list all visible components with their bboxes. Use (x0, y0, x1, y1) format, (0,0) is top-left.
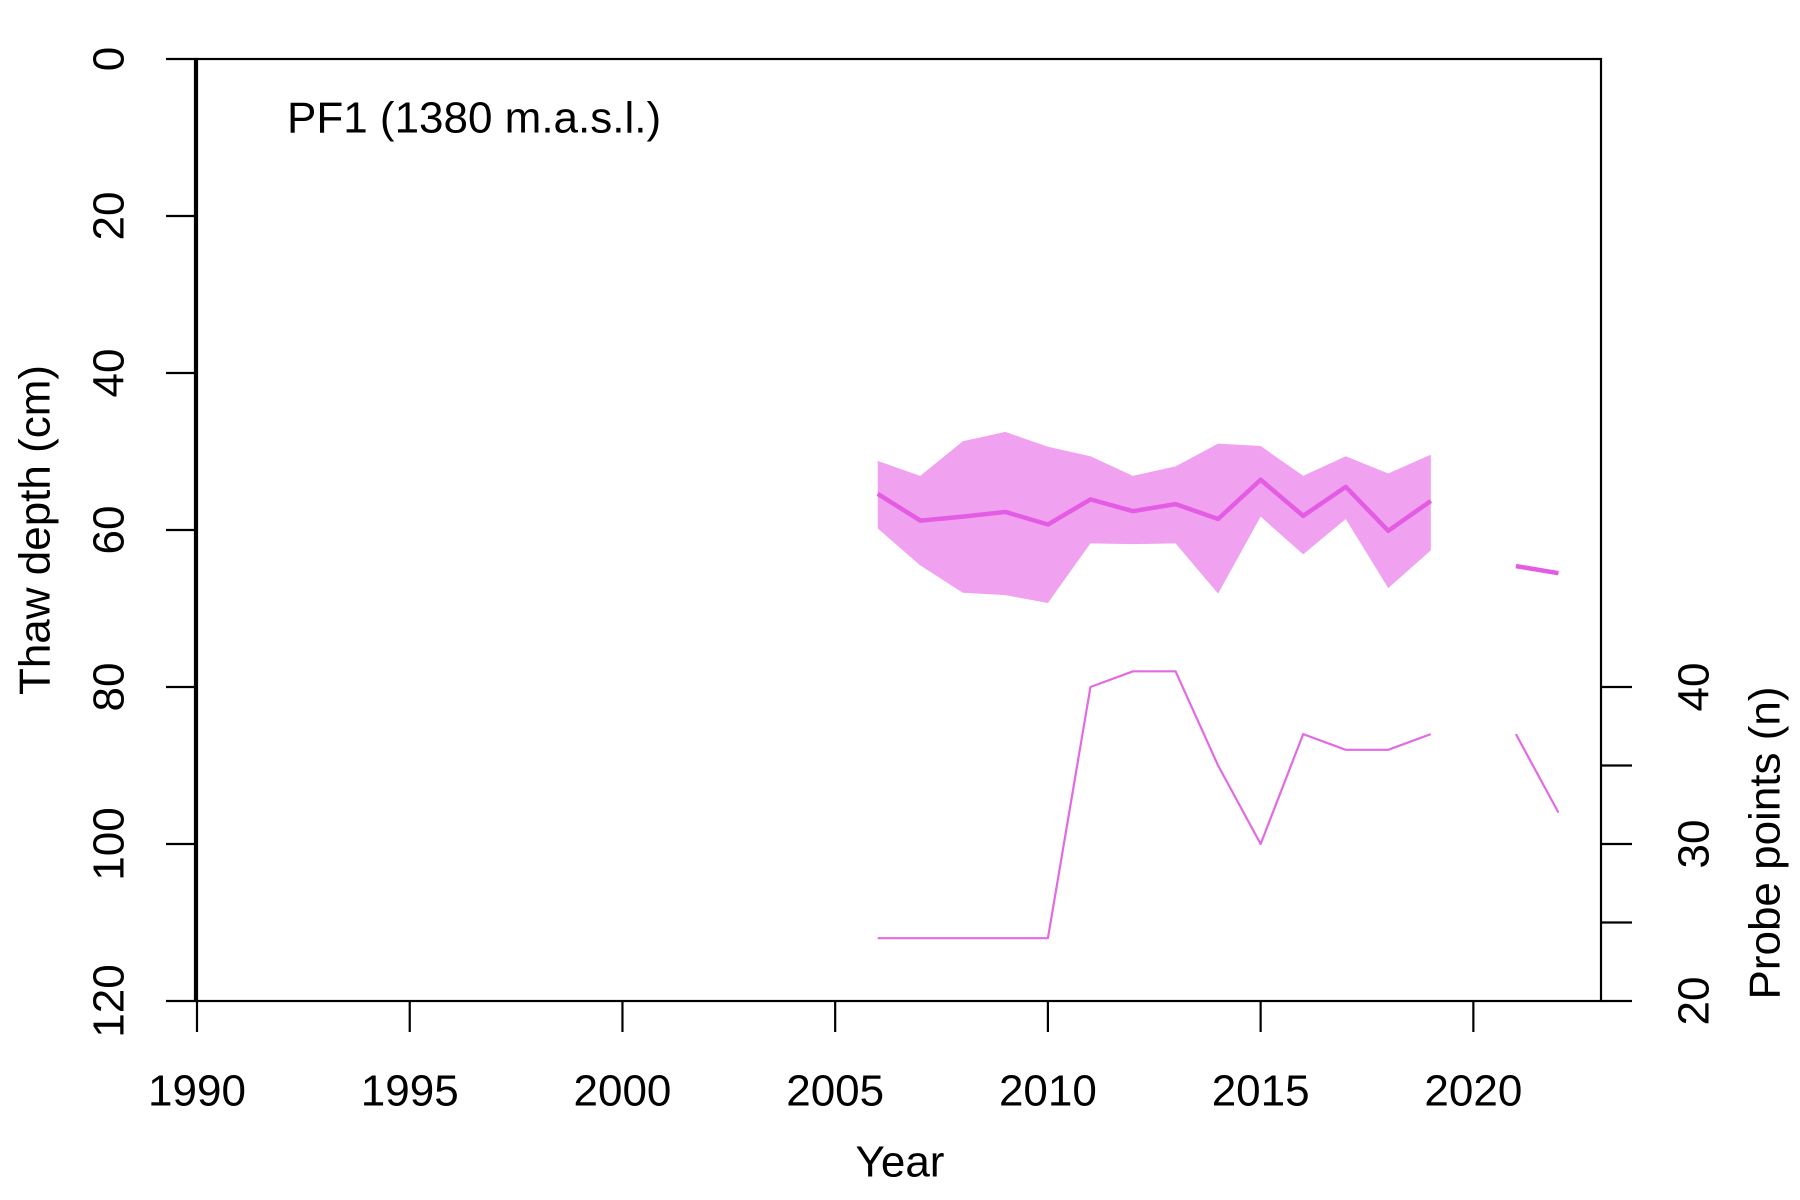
annotation: PF1 (1380 m.a.s.l.) (287, 94, 661, 143)
thaw-depth-line (876, 477, 1559, 576)
x-axis-title: Year (856, 1138, 945, 1187)
y-tick-label: 80 (85, 663, 134, 712)
x-tick-label: 2015 (1212, 1067, 1310, 1116)
x-tick-label: 2000 (574, 1067, 672, 1116)
range-band (877, 431, 1431, 604)
y2-axis-title: Probe points (n) (1741, 686, 1790, 999)
y-axis-title: Thaw depth (cm) (11, 365, 60, 695)
x-tick-label: 2020 (1424, 1067, 1522, 1116)
x-tick-label: 2005 (786, 1067, 884, 1116)
y-tick-label: 20 (85, 192, 134, 241)
probe-points-line (877, 670, 1560, 940)
y-tick-label: 120 (85, 964, 134, 1037)
y2-tick-label: 40 (1670, 663, 1719, 712)
x-tick-label: 1990 (148, 1067, 246, 1116)
x-tick-label: 1995 (361, 1067, 459, 1116)
y2-tick-label: 20 (1670, 977, 1719, 1026)
y2-tick-label: 30 (1670, 820, 1719, 869)
y-tick-label: 0 (85, 47, 134, 71)
y-tick-label: 40 (85, 349, 134, 398)
y-tick-label: 100 (85, 807, 134, 880)
y-tick-label: 60 (85, 506, 134, 555)
x-tick-label: 2010 (999, 1067, 1097, 1116)
